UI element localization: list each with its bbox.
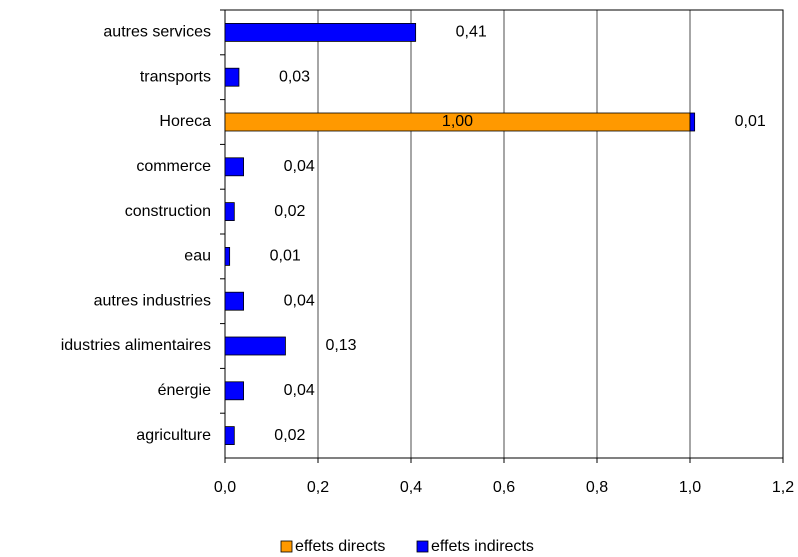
y-tick-label: idustries alimentaires: [61, 337, 211, 354]
bar: [224, 22, 417, 42]
bar: [689, 112, 696, 132]
value-label: 0,01: [270, 248, 301, 265]
y-tick-label: énergie: [158, 382, 211, 399]
value-label: 0,01: [735, 113, 766, 130]
x-tick-label: 0,2: [307, 479, 329, 496]
legend-label: effets directs: [295, 538, 385, 555]
y-tick-label: autres industries: [94, 292, 211, 309]
y-tick-label: Horeca: [159, 113, 211, 130]
value-label: 0,04: [284, 292, 315, 309]
x-tick-label: 1,0: [679, 479, 701, 496]
value-label: 0,04: [284, 382, 315, 399]
legend-label: effets indirects: [431, 538, 534, 555]
x-tick-label: 0,8: [586, 479, 608, 496]
value-label: 1,00: [442, 113, 473, 130]
x-tick-label: 1,2: [772, 479, 794, 496]
bar: [224, 381, 245, 401]
legend-swatch: [416, 540, 429, 553]
value-label: 0,02: [274, 203, 305, 220]
legend-swatch: [280, 540, 293, 553]
value-label: 0,02: [274, 427, 305, 444]
bar: [224, 291, 245, 311]
bar: [224, 246, 231, 266]
value-label: 0,13: [325, 337, 356, 354]
x-tick-label: 0,4: [400, 479, 422, 496]
x-tick-label: 0,0: [214, 479, 236, 496]
y-tick-label: agriculture: [136, 427, 211, 444]
bar: [224, 157, 245, 177]
y-tick-label: commerce: [136, 158, 211, 175]
bar: [224, 336, 286, 356]
value-label: 0,03: [279, 68, 310, 85]
value-label: 0,41: [456, 24, 487, 41]
bar: [224, 426, 235, 446]
value-label: 0,04: [284, 158, 315, 175]
y-tick-label: eau: [184, 248, 211, 265]
y-tick-label: transports: [140, 68, 211, 85]
y-tick-label: autres services: [103, 24, 211, 41]
bar: [224, 67, 240, 87]
x-tick-label: 0,6: [493, 479, 515, 496]
y-tick-label: construction: [125, 203, 211, 220]
bar: [224, 202, 235, 222]
